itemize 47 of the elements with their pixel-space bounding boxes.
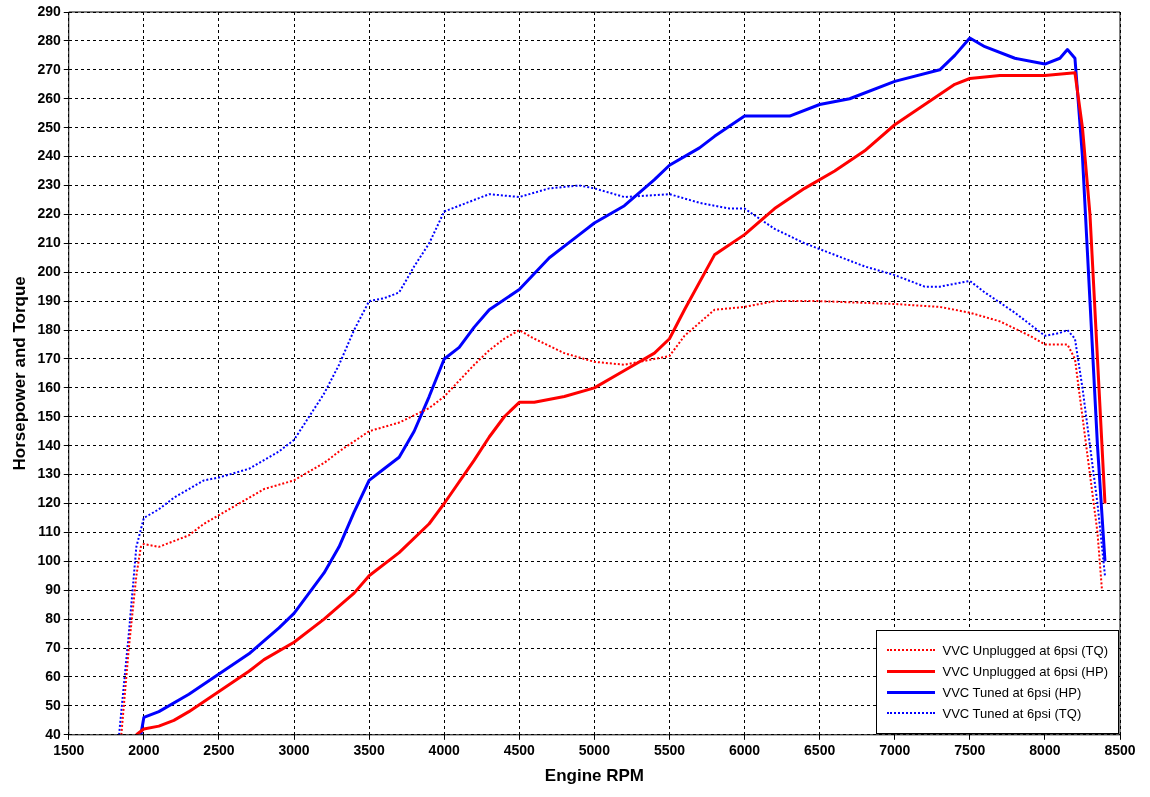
y-tick-label: 240 xyxy=(37,147,61,164)
x-tick-label: 5000 xyxy=(578,742,611,759)
y-tick-label: 260 xyxy=(37,89,61,106)
y-tick-label: 40 xyxy=(45,725,61,742)
legend-label: VVC Tuned at 6psi (TQ) xyxy=(942,705,1082,721)
x-tick-label: 2000 xyxy=(128,742,160,759)
x-tick-label: 4000 xyxy=(428,742,460,759)
x-tick-label: 1500 xyxy=(53,742,85,759)
x-tick-label: 6000 xyxy=(728,742,761,759)
y-tick-label: 90 xyxy=(45,581,61,598)
y-tick-label: 50 xyxy=(45,696,61,713)
y-tick-label: 250 xyxy=(37,118,61,135)
y-tick-label: 170 xyxy=(37,349,61,366)
y-tick-label: 180 xyxy=(37,320,61,337)
x-tick-label: 3500 xyxy=(353,742,385,759)
y-tick-label: 210 xyxy=(37,234,61,251)
y-tick-label: 290 xyxy=(37,2,61,19)
legend-label: VVC Tuned at 6psi (HP) xyxy=(942,684,1082,700)
legend-label: VVC Unplugged at 6psi (TQ) xyxy=(942,642,1108,658)
x-tick-label: 5500 xyxy=(653,742,686,759)
y-tick-label: 150 xyxy=(37,407,61,424)
y-tick-label: 140 xyxy=(37,436,61,453)
y-tick-label: 270 xyxy=(37,60,61,77)
x-tick-label: 8000 xyxy=(1029,742,1061,759)
y-tick-label: 220 xyxy=(37,205,61,222)
y-tick-label: 60 xyxy=(45,667,61,684)
y-tick-label: 280 xyxy=(37,31,61,48)
y-tick-label: 70 xyxy=(45,638,61,655)
x-tick-label: 7500 xyxy=(954,742,986,759)
y-tick-label: 80 xyxy=(45,610,61,627)
y-tick-label: 230 xyxy=(37,176,61,193)
y-tick-label: 160 xyxy=(37,378,61,395)
x-tick-label: 3000 xyxy=(278,742,310,759)
legend-label: VVC Unplugged at 6psi (HP) xyxy=(942,663,1108,679)
x-tick-label: 2500 xyxy=(203,742,235,759)
y-tick-label: 190 xyxy=(37,291,61,308)
x-tick-label: 4500 xyxy=(503,742,536,759)
x-tick-label: 6500 xyxy=(804,742,836,759)
x-axis-title: Engine RPM xyxy=(544,766,644,786)
y-axis-title: Horsepower and Torque xyxy=(9,276,29,471)
y-tick-label: 110 xyxy=(38,523,61,540)
y-tick-label: 100 xyxy=(37,552,61,569)
y-tick-label: 130 xyxy=(37,465,61,482)
y-tick-label: 120 xyxy=(37,494,61,511)
x-tick-label: 8500 xyxy=(1104,742,1136,759)
y-tick-label: 200 xyxy=(37,263,61,280)
x-tick-label: 7000 xyxy=(879,742,911,759)
